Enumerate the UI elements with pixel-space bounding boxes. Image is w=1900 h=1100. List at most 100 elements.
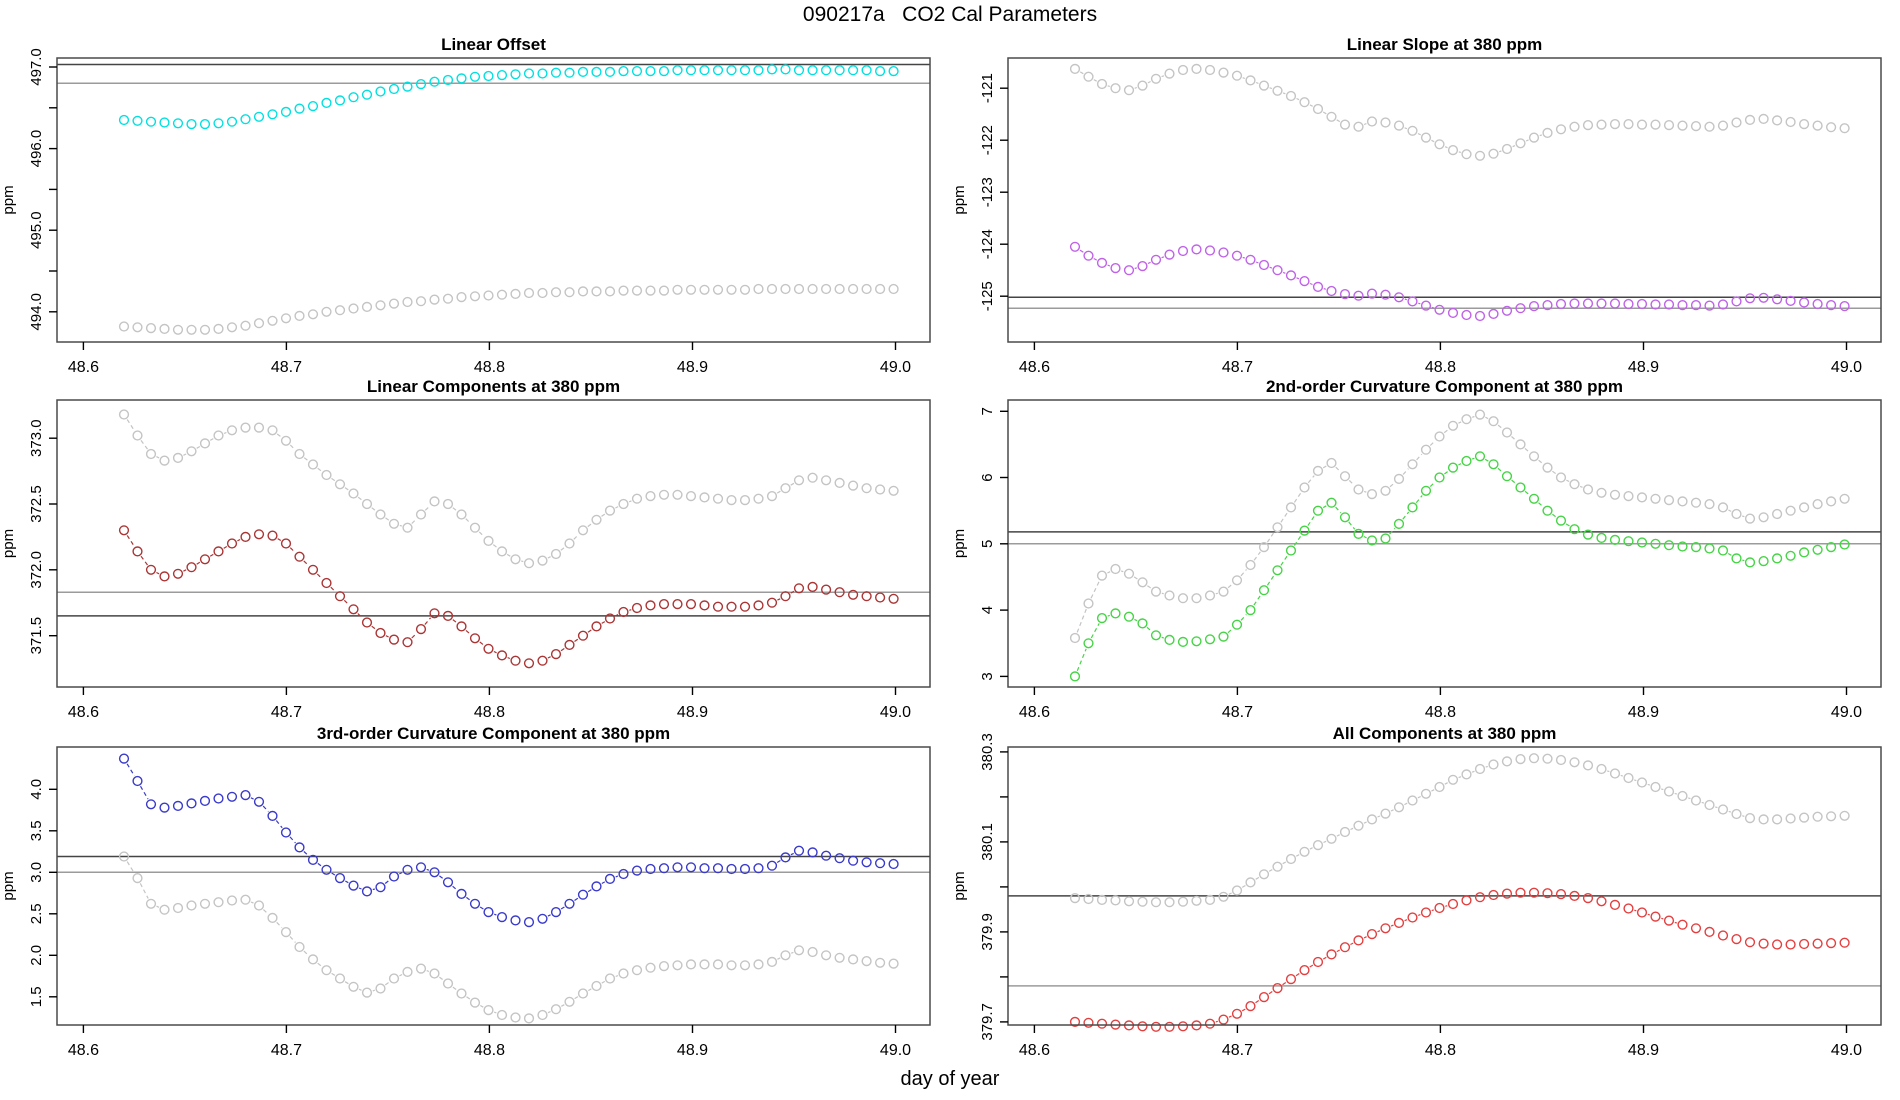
point-curv3-blue	[834, 853, 845, 864]
point-offset-cyan	[523, 68, 535, 79]
point-allcomp-band-gray	[1096, 894, 1108, 906]
connector-lincomp-darkred	[777, 598, 781, 601]
point-slope-band-gray	[1609, 118, 1621, 130]
point-allcomp-band-gray	[1474, 763, 1486, 775]
connector-curv2-green	[1266, 574, 1275, 586]
point-offset-band-gray	[294, 310, 305, 322]
connector-curv3-band-gray	[439, 976, 444, 981]
connector-slope-band-gray	[1255, 81, 1259, 84]
connector-curv3-blue	[479, 906, 484, 910]
connector-allcomp-band-gray	[1431, 789, 1435, 792]
point-offset-cyan	[847, 65, 859, 76]
point-lincomp-band-gray	[267, 425, 278, 436]
point-lincomp-darkred	[172, 568, 184, 579]
point-curv3-band-gray	[631, 965, 643, 976]
point-curv2-band-gray	[1515, 439, 1526, 450]
plot-box	[56, 57, 931, 343]
point-curv3-band-gray	[591, 980, 602, 992]
connector-allcomp-band-gray	[1742, 815, 1745, 817]
connector-allcomp-band-gray	[1620, 774, 1623, 777]
point-slope-violet	[1677, 300, 1688, 311]
connector-lincomp-band-gray	[628, 500, 632, 503]
point-slope-band-gray	[1501, 143, 1513, 155]
point-curv3-blue	[186, 798, 197, 809]
point-lincomp-darkred	[388, 634, 400, 645]
point-slope-band-gray	[1515, 138, 1526, 149]
point-curv3-band-gray	[766, 956, 778, 968]
point-allcomp-band-gray	[1339, 826, 1351, 838]
point-curv2-green	[1204, 634, 1216, 645]
point-offset-cyan	[820, 65, 832, 76]
point-slope-band-gray	[1326, 111, 1337, 122]
connector-curv2-green	[1107, 614, 1110, 617]
point-slope-band-gray	[1285, 90, 1297, 102]
point-lincomp-band-gray	[780, 483, 791, 494]
point-offset-band-gray	[658, 285, 670, 296]
point-curv2-band-gray	[1069, 632, 1081, 644]
connector-lincomp-band-gray	[790, 482, 795, 486]
point-curv3-band-gray	[307, 954, 319, 965]
connector-lincomp-darkred	[587, 629, 592, 633]
point-curv3-blue	[456, 888, 467, 900]
point-curv3-band-gray	[226, 895, 238, 906]
point-slope-band-gray	[1420, 132, 1432, 143]
point-curv2-green	[1312, 505, 1324, 516]
point-slope-band-gray	[1596, 119, 1607, 130]
point-slope-violet	[1069, 241, 1081, 252]
connector-slope-band-gray	[1093, 79, 1097, 82]
plot-box	[56, 399, 931, 688]
point-allcomp-band-gray	[1420, 788, 1432, 799]
point-lincomp-band-gray	[618, 498, 629, 510]
connector-curv2-band-gray	[1389, 482, 1395, 488]
point-lincomp-band-gray	[807, 472, 818, 483]
point-curv3-blue	[672, 862, 683, 873]
point-slope-violet	[1515, 303, 1526, 314]
point-lincomp-band-gray	[604, 505, 616, 516]
point-lincomp-darkred	[469, 633, 481, 644]
connector-allcomp-band-gray	[1728, 810, 1732, 813]
connector-curv2-band-gray	[1335, 466, 1342, 473]
connector-lincomp-darkred	[574, 638, 579, 642]
connector-curv3-blue	[399, 871, 403, 875]
point-allcomp-band-gray	[1380, 808, 1391, 819]
point-curv2-green	[1380, 533, 1391, 544]
point-allcomp-red	[1299, 964, 1310, 976]
point-curv3-band-gray	[807, 946, 818, 958]
connector-curv3-band-gray	[384, 981, 390, 986]
connector-slope-violet	[1323, 288, 1326, 290]
point-offset-band-gray	[307, 309, 319, 320]
point-slope-violet	[1312, 281, 1324, 293]
point-slope-violet	[1542, 300, 1553, 311]
connector-curv3-band-gray	[139, 883, 149, 899]
point-curv3-band-gray	[726, 960, 737, 971]
point-lincomp-darkred	[442, 610, 454, 622]
point-offset-cyan	[267, 109, 278, 120]
connector-lincomp-darkred	[357, 613, 364, 619]
point-curv2-band-gray	[1218, 586, 1229, 597]
point-allcomp-band-gray	[1312, 839, 1324, 851]
point-lincomp-darkred	[348, 604, 359, 615]
connector-curv2-green	[1415, 495, 1423, 504]
point-curv3-blue	[442, 877, 454, 888]
point-curv3-band-gray	[685, 959, 697, 970]
point-offset-cyan	[199, 118, 211, 130]
point-allcomp-band-gray	[1582, 760, 1594, 771]
point-allcomp-band-gray	[1245, 877, 1256, 888]
point-curv2-green	[1177, 636, 1189, 648]
x-tick-label: 48.9	[1628, 1042, 1659, 1059]
connector-curv3-blue	[331, 872, 336, 876]
point-slope-violet	[1353, 290, 1364, 301]
point-curv2-band-gray	[1623, 491, 1634, 502]
connector-slope-violet	[1093, 257, 1097, 261]
connector-slope-violet	[1242, 256, 1245, 259]
point-offset-band-gray	[739, 284, 751, 295]
point-curv3-blue	[415, 862, 427, 873]
point-curv3-blue	[564, 898, 575, 909]
x-tick-label: 48.7	[1222, 1042, 1253, 1059]
y-axis-title: ppm	[951, 871, 968, 900]
connector-curv3-band-gray	[493, 1011, 497, 1014]
point-curv2-green	[1434, 472, 1445, 483]
point-curv2-green	[1164, 634, 1175, 646]
connector-lincomp-darkred	[343, 599, 350, 606]
point-lincomp-band-gray	[226, 425, 238, 436]
